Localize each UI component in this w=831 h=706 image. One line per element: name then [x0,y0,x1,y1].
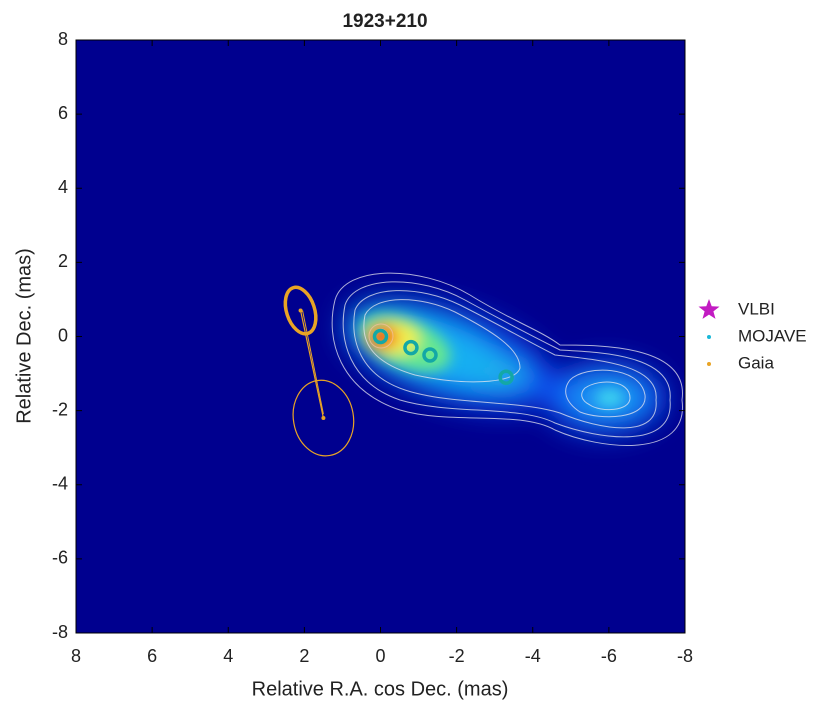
chart-title: 1923+210 [342,11,427,32]
y-tick-label: -6 [52,548,68,568]
legend-marker [707,335,711,339]
x-axis-label: Relative R.A. cos Dec. (mas) [252,678,509,700]
x-tick-label: 4 [223,646,233,666]
legend: VLBI MOJAVE Gaia [699,299,807,372]
y-tick-label: 2 [58,251,68,271]
y-tick-label: 6 [58,103,68,123]
x-tick-label: 0 [375,646,385,666]
y-tick-label: 0 [58,325,68,345]
x-tick-label: 2 [299,646,309,666]
y-tick-label: -4 [52,474,68,494]
x-tick-label: -2 [449,646,465,666]
legend-marker [699,299,720,319]
x-tick-label: -6 [601,646,617,666]
gaia-point [321,416,325,420]
gaia-point [299,309,303,313]
chart: 1923+210 Relative R.A. cos Dec. (mas) Re… [0,0,831,706]
y-tick-label: -2 [52,399,68,419]
y-tick-label: 4 [58,177,68,197]
x-tick-label: -8 [677,646,693,666]
x-tick-label: 6 [147,646,157,666]
x-tick-label: -4 [525,646,541,666]
legend-label: VLBI [738,299,775,318]
legend-marker [707,362,711,366]
y-axis-label: Relative Dec. (mas) [13,248,35,424]
x-tick-label: 8 [71,646,81,666]
y-tick-label: -8 [52,622,68,642]
legend-label: Gaia [738,353,774,372]
y-tick-label: 8 [58,29,68,49]
legend-label: MOJAVE [738,326,807,345]
